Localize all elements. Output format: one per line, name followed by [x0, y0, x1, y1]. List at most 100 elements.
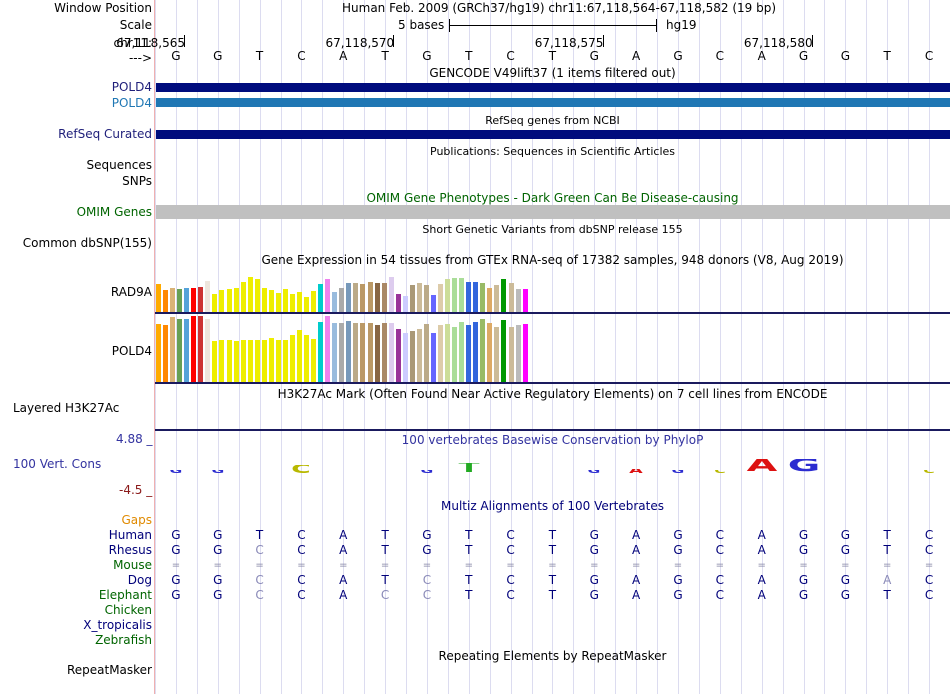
dbsnp-label[interactable]: Common dbSNP(155) [22, 236, 152, 250]
gtex-bar[interactable] [212, 294, 218, 312]
gtex-bar[interactable] [233, 341, 239, 382]
gencode-label-1[interactable]: POLD4 [111, 80, 152, 94]
gtex-bar[interactable] [459, 322, 465, 382]
gtex-bar[interactable] [438, 284, 443, 312]
gtex-bar[interactable] [297, 292, 302, 312]
gtex-bar[interactable] [191, 316, 197, 382]
gtex-bar[interactable] [346, 321, 352, 382]
gtex-bar[interactable] [388, 323, 394, 382]
gtex-bar[interactable] [487, 288, 493, 312]
gtex-bar[interactable] [261, 288, 267, 312]
gtex-bar[interactable] [156, 284, 161, 312]
gtex-bar[interactable] [374, 283, 380, 312]
gtex-bar[interactable] [198, 316, 204, 382]
refseq-gene-bar[interactable] [156, 130, 950, 139]
gtex-bar[interactable] [381, 323, 387, 382]
gtex-bar[interactable] [388, 277, 394, 312]
gtex-bar[interactable] [170, 317, 176, 382]
multiz-species-label[interactable]: Rhesus [108, 543, 152, 557]
gtex-bar[interactable] [156, 324, 161, 382]
gtex-bar[interactable] [395, 294, 401, 312]
gtex-bar[interactable] [487, 323, 493, 382]
gtex-bar[interactable] [367, 282, 373, 312]
gtex-bar[interactable] [452, 327, 458, 382]
gtex-bar[interactable] [226, 340, 232, 382]
phylop-base-letter[interactable]: C [291, 465, 312, 473]
gtex-bar[interactable] [445, 324, 451, 382]
gtex-bar[interactable] [205, 281, 211, 312]
gtex-bar[interactable] [240, 282, 246, 312]
gtex-bar[interactable] [184, 288, 190, 312]
phylop-base-letter[interactable]: G [387, 470, 466, 473]
gtex-gene-pold4-label[interactable]: POLD4 [111, 344, 152, 358]
gtex-bar[interactable] [374, 325, 380, 382]
gtex-bar[interactable] [423, 324, 429, 382]
gtex-bar[interactable] [254, 279, 260, 312]
gtex-pold4-bars[interactable] [155, 316, 535, 382]
gtex-bar[interactable] [191, 288, 197, 312]
gtex-bar[interactable] [466, 282, 472, 312]
gtex-bar[interactable] [515, 289, 521, 312]
gtex-bar[interactable] [318, 284, 324, 312]
gtex-bar[interactable] [346, 283, 352, 312]
gtex-bar[interactable] [494, 285, 500, 312]
repeatmasker-label[interactable]: RepeatMasker [66, 663, 152, 677]
omim-label[interactable]: OMIM Genes [76, 205, 152, 219]
h3k27ac-label[interactable]: Layered H3K27Ac [13, 401, 120, 415]
gtex-bar[interactable] [480, 319, 486, 382]
gtex-bar[interactable] [452, 278, 458, 312]
gtex-bar[interactable] [247, 277, 253, 312]
phylop-base-letter[interactable]: A [597, 469, 676, 473]
phylop-base-letter[interactable]: G [178, 470, 257, 473]
phylop-base-letter[interactable]: T [458, 463, 480, 473]
gtex-bar[interactable] [233, 288, 239, 312]
gtex-bar[interactable] [212, 341, 218, 382]
gtex-bar[interactable] [508, 327, 514, 382]
gtex-gene-rad9a-label[interactable]: RAD9A [110, 285, 152, 299]
gtex-bar[interactable] [445, 279, 451, 312]
omim-gene-bar[interactable] [156, 205, 950, 219]
gtex-bar[interactable] [402, 333, 408, 382]
gtex-bar[interactable] [494, 327, 500, 382]
gtex-bar[interactable] [480, 283, 486, 312]
gtex-bar[interactable] [205, 319, 211, 382]
multiz-species-label[interactable]: Gaps [121, 513, 152, 527]
gtex-bar[interactable] [268, 338, 274, 382]
gtex-bar[interactable] [184, 319, 190, 382]
gtex-rad9a-bars[interactable] [155, 270, 535, 312]
gtex-bar[interactable] [297, 330, 302, 382]
multiz-species-label[interactable]: Mouse [113, 558, 152, 572]
gtex-bar[interactable] [247, 340, 253, 382]
gtex-bar[interactable] [360, 323, 366, 382]
gtex-bar[interactable] [275, 340, 281, 382]
gtex-bar[interactable] [268, 290, 274, 312]
multiz-species-label[interactable]: Dog [127, 573, 152, 587]
multiz-species-label[interactable]: Zebrafish [95, 633, 152, 647]
gtex-bar[interactable] [367, 323, 373, 382]
gtex-bar[interactable] [360, 284, 366, 312]
gencode-transcript-2[interactable] [156, 98, 950, 107]
gtex-bar[interactable] [332, 323, 338, 382]
gtex-bar[interactable] [416, 329, 422, 382]
multiz-species-label[interactable]: X_tropicalis [83, 618, 152, 632]
gtex-bar[interactable] [304, 335, 310, 382]
publications-snps-label[interactable]: SNPs [122, 174, 152, 188]
multiz-species-label[interactable]: Chicken [104, 603, 152, 617]
gtex-bar[interactable] [325, 279, 331, 312]
gtex-bar[interactable] [339, 288, 345, 312]
gtex-bar[interactable] [304, 297, 310, 312]
gtex-bar[interactable] [501, 279, 507, 312]
phylop-base-letter[interactable]: G [555, 470, 634, 473]
phylop-base-letter[interactable]: G [787, 459, 820, 473]
gtex-bar[interactable] [423, 285, 429, 312]
publications-sequences-label[interactable]: Sequences [86, 158, 152, 172]
gtex-bar[interactable] [332, 292, 338, 312]
gtex-bar[interactable] [353, 283, 359, 312]
phylop-base-letter[interactable]: G [638, 470, 717, 473]
phylop-base-letter[interactable]: G [136, 470, 215, 473]
gtex-bar[interactable] [163, 325, 169, 382]
gtex-bar[interactable] [395, 329, 401, 382]
phylop-base-letter[interactable]: C [889, 470, 950, 473]
gtex-bar[interactable] [515, 325, 521, 382]
gtex-bar[interactable] [289, 335, 295, 382]
